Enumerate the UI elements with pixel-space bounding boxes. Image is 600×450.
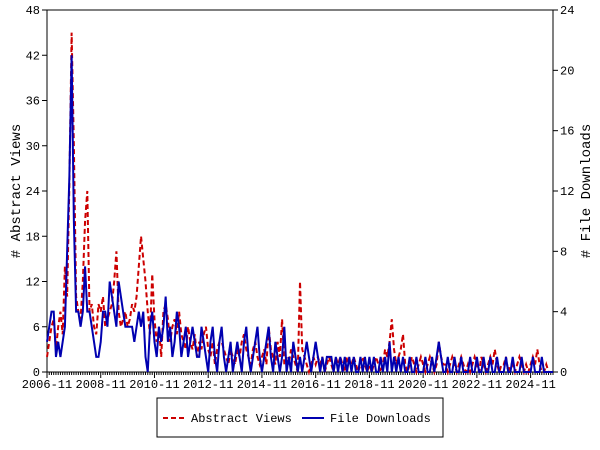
y-tick-label: 6 — [33, 321, 40, 335]
y2-tick-label: 8 — [560, 245, 567, 259]
x-tick-label: 2024-11 — [505, 378, 555, 392]
x-tick-label: 2016-11 — [290, 378, 340, 392]
legend-box — [156, 397, 444, 438]
x-tick-label: 2012-11 — [183, 378, 233, 392]
y-tick-label: 42 — [26, 49, 40, 63]
x-tick-label: 2006-11 — [22, 378, 72, 392]
x-tick-label: 2008-11 — [76, 378, 126, 392]
y2-tick-label: 12 — [560, 185, 574, 199]
x-tick-label: 2010-11 — [129, 378, 179, 392]
y-tick-label: 0 — [33, 366, 40, 380]
y-tick-label: 48 — [26, 4, 40, 18]
y-axis-label: # Abstract Views — [9, 124, 25, 258]
y2-tick-label: 20 — [560, 64, 574, 78]
x-tick-label: 2018-11 — [344, 378, 394, 392]
y-tick-label: 18 — [26, 230, 40, 244]
y2-tick-label: 4 — [560, 306, 567, 320]
y-tick-label: 30 — [26, 140, 40, 154]
y-tick-label: 12 — [26, 276, 40, 290]
data-line — [46, 55, 553, 373]
y-tick-label: 36 — [26, 95, 40, 109]
legend-label: Abstract Views — [191, 412, 292, 426]
y-tick-label: 24 — [26, 185, 40, 199]
y2-tick-label: 24 — [560, 4, 574, 18]
x-tick-label: 2020-11 — [398, 378, 448, 392]
x-tick-label: 2014-11 — [237, 378, 287, 392]
legend-label: File Downloads — [330, 412, 431, 426]
y2-tick-label: 0 — [560, 366, 567, 380]
x-tick-label: 2022-11 — [452, 378, 502, 392]
y2-tick-label: 16 — [560, 125, 574, 139]
y2-axis-label: # File Downloads — [579, 124, 595, 258]
